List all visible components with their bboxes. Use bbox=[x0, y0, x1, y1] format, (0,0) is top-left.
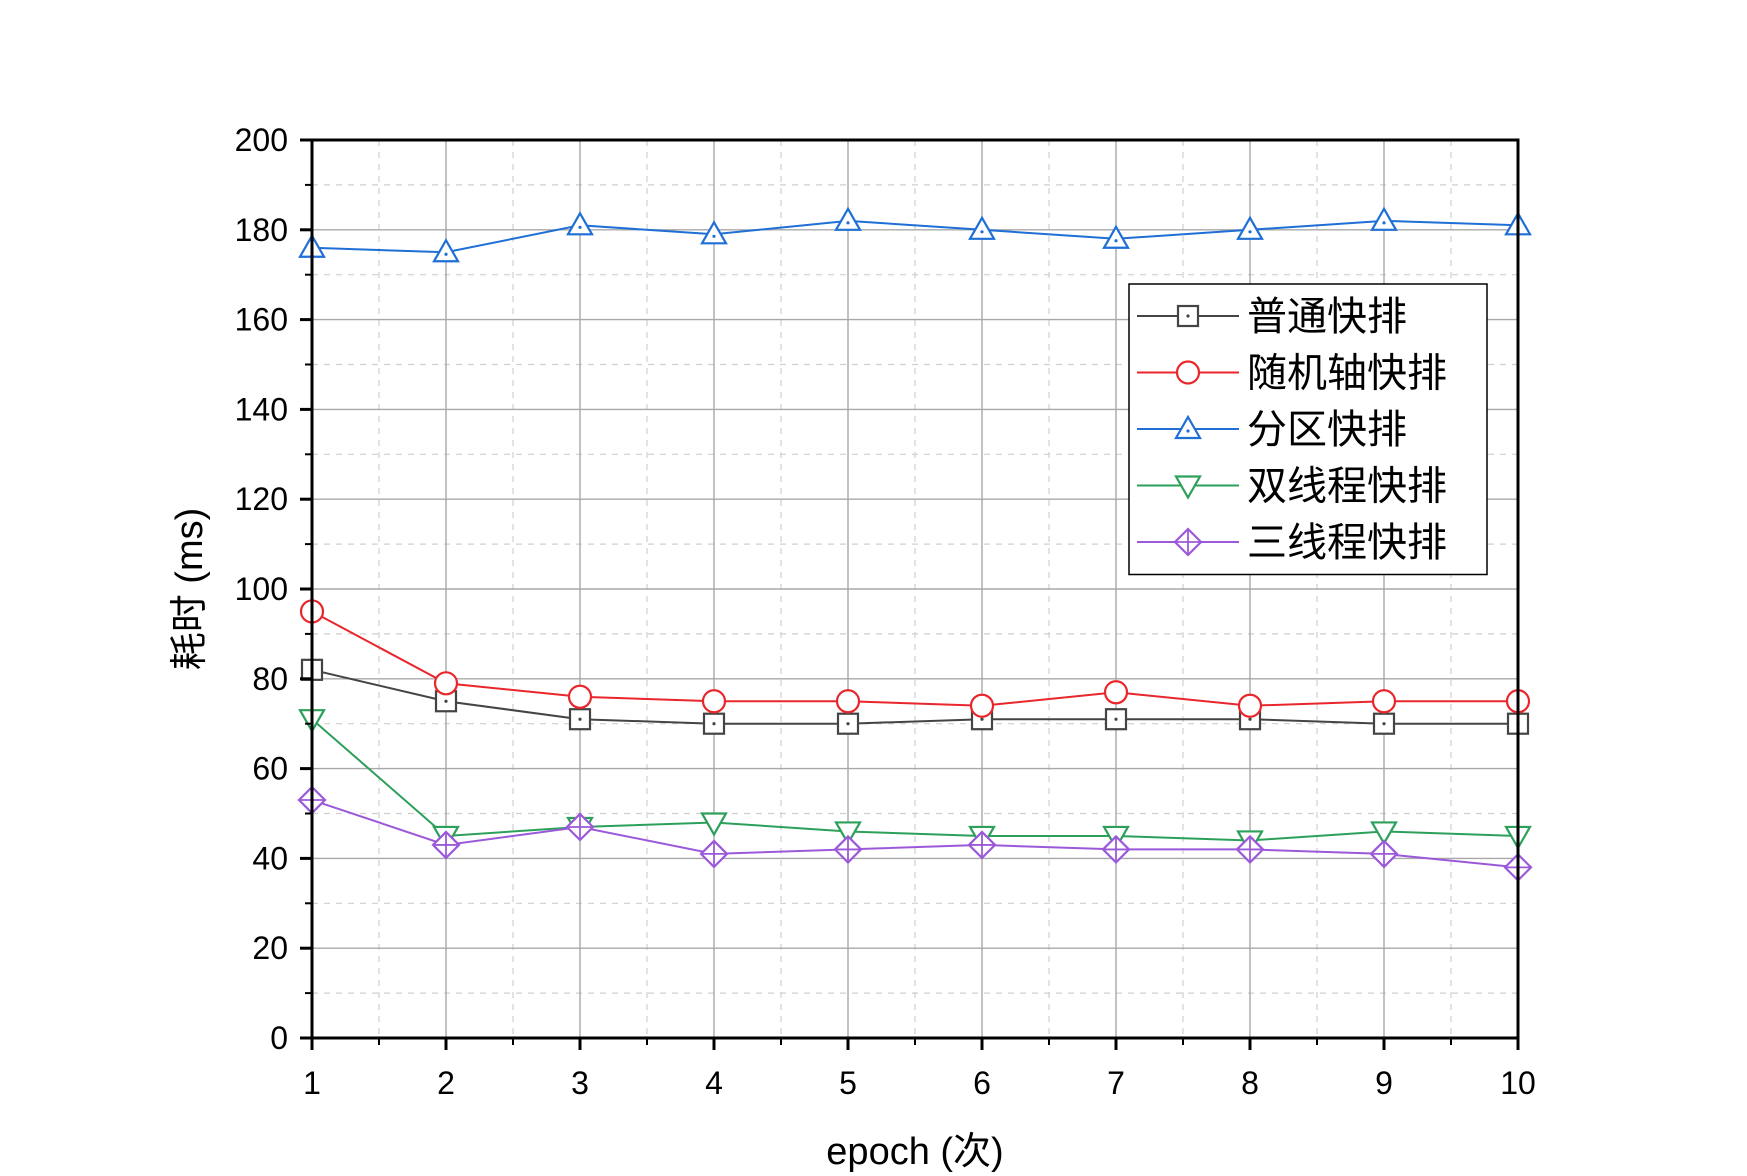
y-tick-label: 160 bbox=[235, 302, 288, 338]
x-tick-label: 9 bbox=[1375, 1065, 1393, 1101]
circle-marker bbox=[835, 689, 861, 714]
marker-center-dot bbox=[1186, 429, 1190, 433]
y-tick-label: 120 bbox=[235, 481, 288, 517]
x-tick-label: 6 bbox=[973, 1065, 991, 1101]
triangle-down-marker bbox=[1370, 821, 1398, 846]
circle-marker bbox=[969, 693, 995, 718]
legend-item-5: 三线程快排 bbox=[1137, 520, 1447, 566]
x-tick-label: 1 bbox=[303, 1065, 321, 1101]
x-axis-title: epoch (次) bbox=[826, 1131, 1003, 1173]
series-line bbox=[311, 219, 1519, 254]
marker-center-dot bbox=[1248, 717, 1252, 721]
y-tick-label: 180 bbox=[235, 212, 288, 248]
circle-marker bbox=[567, 684, 593, 709]
circle-marker bbox=[1175, 360, 1201, 385]
y-tick-label: 60 bbox=[252, 751, 288, 787]
y-tick-label: 200 bbox=[235, 122, 288, 158]
circle-marker bbox=[1237, 693, 1263, 718]
x-tick-label: 5 bbox=[839, 1065, 857, 1101]
marker-center-dot bbox=[712, 722, 716, 726]
triangle-up-marker bbox=[1236, 215, 1264, 240]
grid-lines bbox=[311, 139, 1519, 1039]
circle-marker bbox=[1103, 680, 1129, 705]
y-tick-label: 0 bbox=[270, 1020, 288, 1056]
marker-center-dot bbox=[1114, 239, 1118, 243]
x-tick-label: 10 bbox=[1500, 1065, 1536, 1101]
triangle-up-marker bbox=[700, 220, 728, 245]
marker-center-dot bbox=[1186, 314, 1190, 318]
y-tick-label: 100 bbox=[235, 571, 288, 607]
marker-center-dot bbox=[444, 252, 448, 256]
triangle-down-marker bbox=[834, 821, 862, 846]
marker-center-dot bbox=[1382, 722, 1386, 726]
circle-marker bbox=[433, 671, 459, 696]
triangle-up-marker bbox=[1174, 414, 1202, 440]
marker-center-dot bbox=[846, 221, 850, 225]
marker-center-dot bbox=[846, 722, 850, 726]
legend-label: 三线程快排 bbox=[1247, 520, 1447, 566]
y-tick-label: 80 bbox=[252, 661, 288, 697]
marker-center-dot bbox=[980, 230, 984, 234]
series-5 bbox=[297, 785, 1533, 882]
x-tick-label: 3 bbox=[571, 1065, 589, 1101]
y-tick-label: 140 bbox=[235, 391, 288, 427]
legend-label: 普通快排 bbox=[1247, 294, 1407, 340]
y-tick-label: 40 bbox=[252, 840, 288, 876]
legend-label: 分区快排 bbox=[1247, 407, 1407, 453]
y-axis-title: 耗时 (ms) bbox=[169, 508, 211, 671]
triangle-up-marker bbox=[968, 215, 996, 240]
series-line bbox=[311, 668, 1518, 725]
x-tick-label: 8 bbox=[1241, 1065, 1259, 1101]
marker-center-dot bbox=[1114, 717, 1118, 721]
marker-center-dot bbox=[578, 225, 582, 229]
series-layer bbox=[297, 206, 1533, 882]
marker-center-dot bbox=[712, 234, 716, 238]
legend-item-4: 双线程快排 bbox=[1137, 464, 1447, 510]
circle-marker bbox=[701, 689, 727, 714]
series-line bbox=[311, 610, 1518, 707]
triangle-up-marker bbox=[1102, 224, 1130, 249]
triangle-down-marker bbox=[700, 812, 728, 837]
legend-item-1: 普通快排 bbox=[1137, 294, 1407, 340]
marker-center-dot bbox=[1248, 230, 1252, 234]
x-tick-label: 2 bbox=[437, 1065, 455, 1101]
triangle-up-marker bbox=[834, 206, 862, 231]
x-tick-label: 7 bbox=[1107, 1065, 1125, 1101]
marker-center-dot bbox=[980, 717, 984, 721]
triangle-down-marker bbox=[1174, 475, 1202, 500]
y-tick-label: 20 bbox=[252, 930, 288, 966]
marker-center-dot bbox=[578, 717, 582, 721]
circle-marker bbox=[1371, 689, 1397, 714]
x-tick-label: 4 bbox=[705, 1065, 723, 1101]
marker-center-dot bbox=[444, 699, 448, 703]
triangle-up-marker bbox=[1370, 206, 1398, 231]
triangle-up-marker bbox=[432, 238, 460, 263]
legend-item-2: 随机轴快排 bbox=[1137, 351, 1447, 397]
series-3 bbox=[298, 206, 1532, 263]
triangle-up-marker bbox=[566, 211, 594, 236]
marker-center-dot bbox=[1382, 221, 1386, 225]
legend-item-3: 分区快排 bbox=[1137, 407, 1407, 453]
series-line bbox=[311, 799, 1519, 869]
legend-label: 随机轴快排 bbox=[1247, 351, 1447, 397]
series-line bbox=[311, 718, 1519, 842]
legend-label: 双线程快排 bbox=[1247, 464, 1447, 510]
series-2 bbox=[299, 599, 1531, 718]
